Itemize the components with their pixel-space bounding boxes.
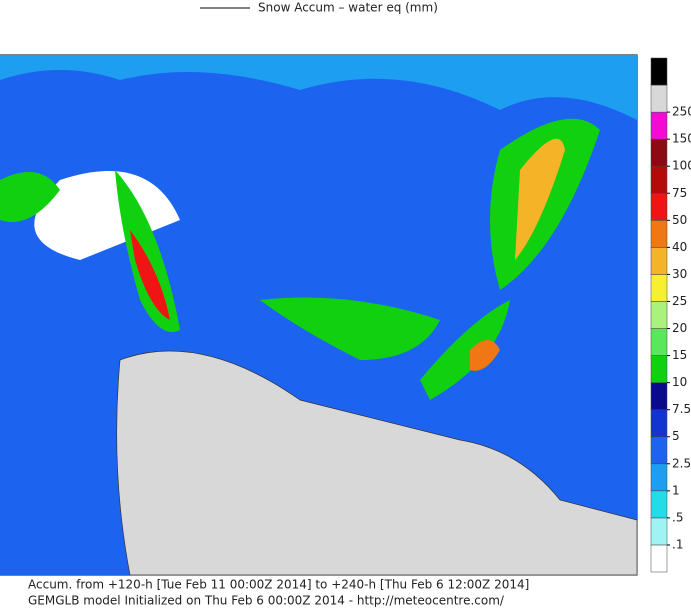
colorbar-label: 2.5 [672, 456, 691, 470]
colorbar-box [650, 490, 668, 519]
colorbar-box [650, 463, 668, 492]
colorbar-label: 7.5 [672, 402, 691, 416]
footer-line: GEMGLB model Initialized on Thu Feb 6 00… [28, 594, 505, 608]
colorbar-box [650, 274, 668, 302]
colorbar-label: 25 [672, 294, 687, 308]
colorbar-label: 20 [672, 321, 687, 335]
map [0, 54, 638, 576]
colorbar-box [650, 220, 668, 248]
colorbar-label: 5 [672, 429, 680, 443]
colorbar-label: 30 [672, 267, 687, 281]
colorbar-box [650, 193, 668, 221]
colorbar-label: 75 [672, 186, 687, 200]
colorbar-label: 10 [672, 375, 687, 389]
colorbar-box [650, 517, 668, 546]
snow-area [260, 297, 440, 360]
footer-line: Accum. from +120-h [Tue Feb 11 00:00Z 20… [28, 578, 529, 592]
colorbar-label: 150 [672, 132, 691, 146]
legend-label: Snow Accum – water eq (mm) [258, 1, 438, 15]
land [116, 350, 638, 576]
colorbar-box [650, 165, 668, 194]
snow-area [420, 300, 510, 400]
colorbar-label: .5 [672, 510, 683, 524]
colorbar-box [650, 301, 668, 329]
colorbar: .1 .5 1 2.5 5 7.5 10 15 20 25 30 40 50 75 100 150 250 [650, 57, 691, 573]
colorbar-label: 100 [672, 159, 691, 173]
snow-area [130, 230, 170, 320]
snow-area [470, 340, 500, 371]
colorbar-label: 50 [672, 213, 687, 227]
colorbar-label: 250 [672, 105, 691, 119]
colorbar-label: 40 [672, 240, 687, 254]
colorbar-box [650, 247, 668, 275]
colorbar-label: 1 [672, 483, 680, 497]
colorbar-box [650, 84, 668, 113]
snow-area [515, 138, 565, 260]
colorbar-label: 15 [672, 348, 687, 362]
colorbar-box [650, 382, 668, 410]
colorbar-box [650, 57, 668, 86]
colorbar-box [650, 355, 668, 383]
snow-area [115, 170, 180, 332]
colorbar-box [650, 409, 668, 437]
snow-area [0, 55, 637, 120]
colorbar-box [650, 544, 668, 573]
sea [34, 171, 181, 260]
colorbar-label: .1 [672, 537, 683, 551]
colorbar-box [650, 328, 668, 356]
snow-area [0, 172, 60, 222]
colorbar-box [650, 436, 668, 465]
colorbar-box [650, 111, 668, 140]
colorbar-box [650, 138, 668, 167]
